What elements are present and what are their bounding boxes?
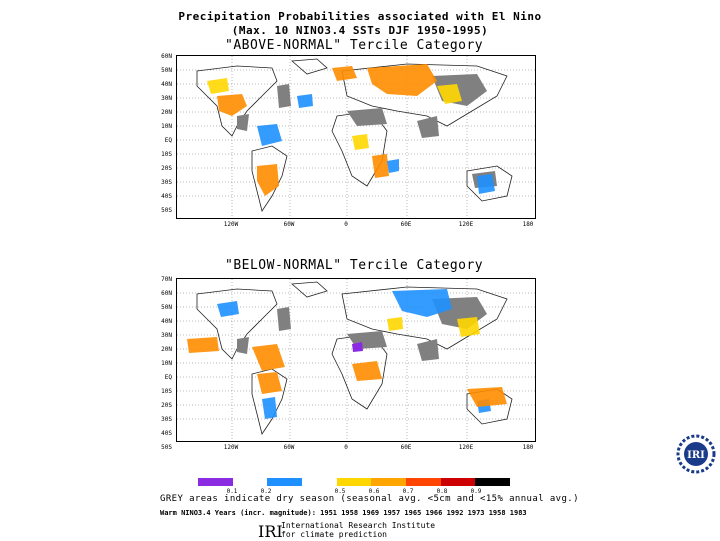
map-panel-below: [176, 278, 536, 442]
lat-label: 40S: [161, 193, 172, 200]
lat-label: EQ: [164, 374, 172, 381]
lat-label: 10N: [161, 123, 172, 130]
below-normal-blue-regions: [217, 289, 491, 419]
lat-label: 30S: [161, 416, 172, 423]
probability-color-scale: [198, 478, 511, 486]
lon-label: 60W: [283, 444, 295, 451]
lon-label: 60E: [400, 221, 412, 228]
panel-below-subtitle: "BELOW-NORMAL" Tercile Category: [225, 258, 484, 273]
lat-label: 50N: [161, 67, 172, 74]
lat-label: 40S: [161, 430, 172, 437]
lat-label: 50N: [161, 304, 172, 311]
lon-label: 180: [522, 221, 534, 228]
lon-label: 60E: [400, 444, 412, 451]
lat-label: 10S: [161, 151, 172, 158]
color-scale-tick: 0.6: [368, 488, 380, 495]
below-normal-yellow-regions: [387, 317, 480, 337]
lat-label: 40N: [161, 318, 172, 325]
institute-name-line2: for climate prediction: [281, 530, 387, 539]
iri-text-logo: IRI: [258, 522, 283, 541]
panel-above-subtitle: "ABOVE-NORMAL" Tercile Category: [225, 38, 484, 53]
color-scale-swatch: [302, 478, 337, 486]
lon-label: 120W: [223, 444, 239, 451]
figure-title-line1: Precipitation Probabilities associated w…: [178, 10, 542, 23]
lat-label: 30N: [161, 332, 172, 339]
lat-label: 60N: [161, 290, 172, 297]
color-scale-tick: 0.1: [226, 488, 238, 495]
institute-name: International Research Institute for cli…: [281, 521, 435, 539]
lat-label: 20N: [161, 346, 172, 353]
lat-label: 10S: [161, 388, 172, 395]
warm-years-note: Warm NINO3.4 Years (incr. magnitude): 19…: [160, 509, 527, 517]
lat-label: 50S: [161, 207, 172, 214]
color-scale-swatch: [232, 478, 268, 486]
color-scale-swatch: [475, 478, 511, 486]
lat-label: 20S: [161, 165, 172, 172]
color-scale-tick: 0.2: [260, 488, 272, 495]
map-panel-above: [176, 55, 536, 219]
lat-label: EQ: [164, 137, 172, 144]
below-normal-orange-regions: [187, 337, 507, 407]
above-normal-orange-regions: [217, 64, 437, 196]
above-normal-yellow-regions: [207, 78, 462, 150]
lat-label: 20N: [161, 109, 172, 116]
grey-areas-note: GREY areas indicate dry season (seasonal…: [160, 494, 579, 504]
lon-label: 60W: [283, 221, 295, 228]
color-scale-tick: 0.8: [436, 488, 448, 495]
above-normal-blue-regions: [257, 94, 495, 194]
color-scale-swatch: [371, 478, 407, 486]
color-scale-swatch: [267, 478, 303, 486]
color-scale-tick: 0.9: [470, 488, 482, 495]
lon-label: 120W: [223, 221, 239, 228]
color-scale-tick: 0.5: [334, 488, 346, 495]
color-scale-swatch: [406, 478, 441, 486]
lat-label: 60N: [161, 53, 172, 60]
lon-label: 0: [344, 444, 348, 451]
institute-name-line1: International Research Institute: [281, 521, 436, 530]
badge-core: [684, 442, 708, 466]
color-scale-swatch: [440, 478, 476, 486]
color-scale-tick: 0.7: [402, 488, 414, 495]
lat-label: 30N: [161, 95, 172, 102]
lat-label: 10N: [161, 360, 172, 367]
lat-label: 50S: [161, 444, 172, 451]
lat-label: 40N: [161, 81, 172, 88]
world-map-above: [177, 56, 535, 218]
below-normal-purple-regions: [352, 342, 363, 352]
lon-label: 120E: [458, 221, 474, 228]
lon-label: 0: [344, 221, 348, 228]
world-map-below: [177, 279, 535, 441]
lon-label: 120E: [458, 444, 474, 451]
iri-badge-logo: IRI: [676, 434, 716, 474]
lat-label: 20S: [161, 402, 172, 409]
lat-label: 30S: [161, 179, 172, 186]
badge-text: IRI: [687, 450, 705, 461]
lon-label: 180: [522, 444, 534, 451]
color-scale-swatch: [198, 478, 233, 486]
color-scale-swatch: [336, 478, 372, 486]
figure-title-line2: (Max. 10 NINO3.4 SSTs DJF 1950-1995): [231, 24, 489, 37]
lat-label: 70N: [161, 276, 172, 283]
